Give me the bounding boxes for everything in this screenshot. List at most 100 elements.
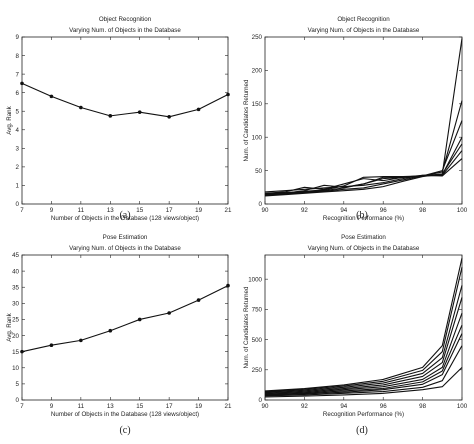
y-tick-label: 6 [16, 90, 20, 97]
series-line-1 [21, 285, 229, 353]
x-tick-label: 19 [195, 403, 202, 410]
y-tick-label: 250 [252, 34, 263, 41]
y-axis-label: Num. of Candidates Returned [243, 286, 250, 368]
plot-area-frame [21, 36, 229, 205]
chart-title: Pose Estimation [341, 234, 386, 241]
y-tick-label: 15 [12, 349, 19, 356]
y-tick-label: 100 [252, 134, 263, 141]
x-tick-label: 96 [380, 207, 387, 214]
panel-label: (a) [119, 210, 130, 221]
y-tick-label: 500 [252, 337, 263, 344]
chart-subtitle: Varying Num. of Objects in the Database [69, 245, 181, 252]
x-tick-label: 92 [301, 403, 308, 410]
data-point [20, 349, 24, 354]
y-tick-label: 45 [12, 252, 19, 259]
x-tick-label: 98 [419, 207, 426, 214]
series-line-1 [21, 82, 229, 118]
data-point [137, 110, 142, 114]
y-tick-label: 20 [12, 333, 19, 340]
plot-area-frame [21, 254, 229, 401]
y-tick-label: 1 [16, 183, 20, 190]
data-point [137, 317, 142, 322]
x-tick-label: 21 [225, 207, 232, 214]
series-line-3 [264, 285, 463, 393]
x-tick-label: 11 [78, 403, 85, 410]
panel-label: (c) [119, 425, 130, 436]
data-point [167, 311, 171, 315]
data-point [79, 338, 83, 343]
y-tick-label: 4 [16, 127, 20, 134]
y-tick-label: 35 [12, 284, 19, 291]
x-tick-label: 7 [20, 403, 24, 410]
x-tick-label: 13 [107, 403, 114, 410]
series-line-7 [264, 158, 463, 193]
y-tick-label: 5 [16, 108, 20, 115]
panel-label: (d) [356, 425, 368, 436]
x-axis-label: Number of Objects in the Database (128 v… [51, 215, 199, 222]
y-tick-label: 0 [16, 201, 20, 208]
series-line-6 [264, 324, 463, 396]
data-point [49, 94, 54, 99]
series-line-5 [264, 312, 463, 395]
plot-area-frame [264, 254, 463, 401]
y-tick-label: 50 [255, 168, 262, 175]
x-tick-label: 17 [166, 403, 173, 410]
panels: Object Recognition Varying Num. of Object… [6, 16, 468, 436]
data-point [196, 107, 201, 112]
y-tick-label: 200 [252, 68, 263, 75]
x-axis-label: Number of Objects in the Database (128 v… [51, 411, 199, 418]
chart-title: Object Recognition [337, 16, 390, 23]
y-tick-label: 3 [16, 146, 20, 153]
x-tick-label: 17 [166, 207, 173, 214]
x-tick-label: 13 [107, 207, 114, 214]
y-tick-label: 25 [12, 317, 19, 324]
x-tick-label: 11 [78, 207, 85, 214]
x-tick-label: 15 [136, 403, 143, 410]
y-tick-label: 150 [252, 101, 263, 108]
y-tick-label: 2 [16, 164, 20, 171]
y-tick-label: 1000 [248, 276, 262, 283]
x-tick-label: 100 [457, 403, 468, 410]
chart-panel-2: Object Recognition Varying Num. of Object… [243, 16, 468, 222]
series-line-1 [264, 257, 463, 392]
y-axis-label: Num. of Candidates Returned [243, 79, 250, 161]
chart-panel-1: Object Recognition Varying Num. of Object… [6, 16, 232, 222]
data-point [196, 298, 201, 302]
series-line-8 [264, 345, 463, 397]
chart-subtitle: Varying Num. of Objects in the Database [69, 27, 181, 34]
data-point [49, 343, 54, 348]
x-tick-label: 92 [301, 207, 308, 214]
x-axis-label: Recognition Performance (%) [323, 411, 404, 418]
data-point [20, 81, 24, 86]
data-point [226, 92, 230, 97]
series-line-2 [264, 266, 463, 393]
chart-subtitle: Varying Num. of Objects in the Database [308, 245, 420, 252]
x-tick-label: 19 [195, 207, 202, 214]
chart-title: Pose Estimation [103, 234, 148, 241]
x-tick-label: 9 [50, 403, 54, 410]
panel-label: (b) [356, 210, 368, 221]
x-tick-label: 21 [225, 403, 232, 410]
y-tick-label: 8 [16, 53, 20, 60]
data-point [79, 105, 83, 110]
chart-subtitle: Varying Num. of Objects in the Database [308, 27, 420, 34]
y-tick-label: 750 [252, 307, 263, 314]
y-axis-label: Avg. Rank [6, 312, 13, 341]
y-axis-label: Avg. Rank [6, 105, 13, 134]
x-tick-label: 96 [380, 403, 387, 410]
y-tick-label: 10 [12, 365, 19, 372]
y-tick-label: 40 [12, 268, 19, 275]
x-tick-label: 7 [20, 207, 24, 214]
x-tick-label: 100 [457, 207, 468, 214]
x-tick-label: 90 [262, 207, 269, 214]
x-axis-label: Recognition Performance (%) [323, 215, 404, 222]
chart-panel-4: Pose Estimation Varying Num. of Objects i… [243, 234, 468, 436]
data-point [226, 283, 230, 288]
y-tick-label: 9 [16, 34, 20, 41]
series-line-4 [264, 297, 463, 394]
y-tick-label: 5 [16, 381, 20, 388]
x-tick-label: 15 [136, 207, 143, 214]
chart-title: Object Recognition [99, 16, 152, 23]
y-tick-label: 0 [259, 397, 263, 404]
